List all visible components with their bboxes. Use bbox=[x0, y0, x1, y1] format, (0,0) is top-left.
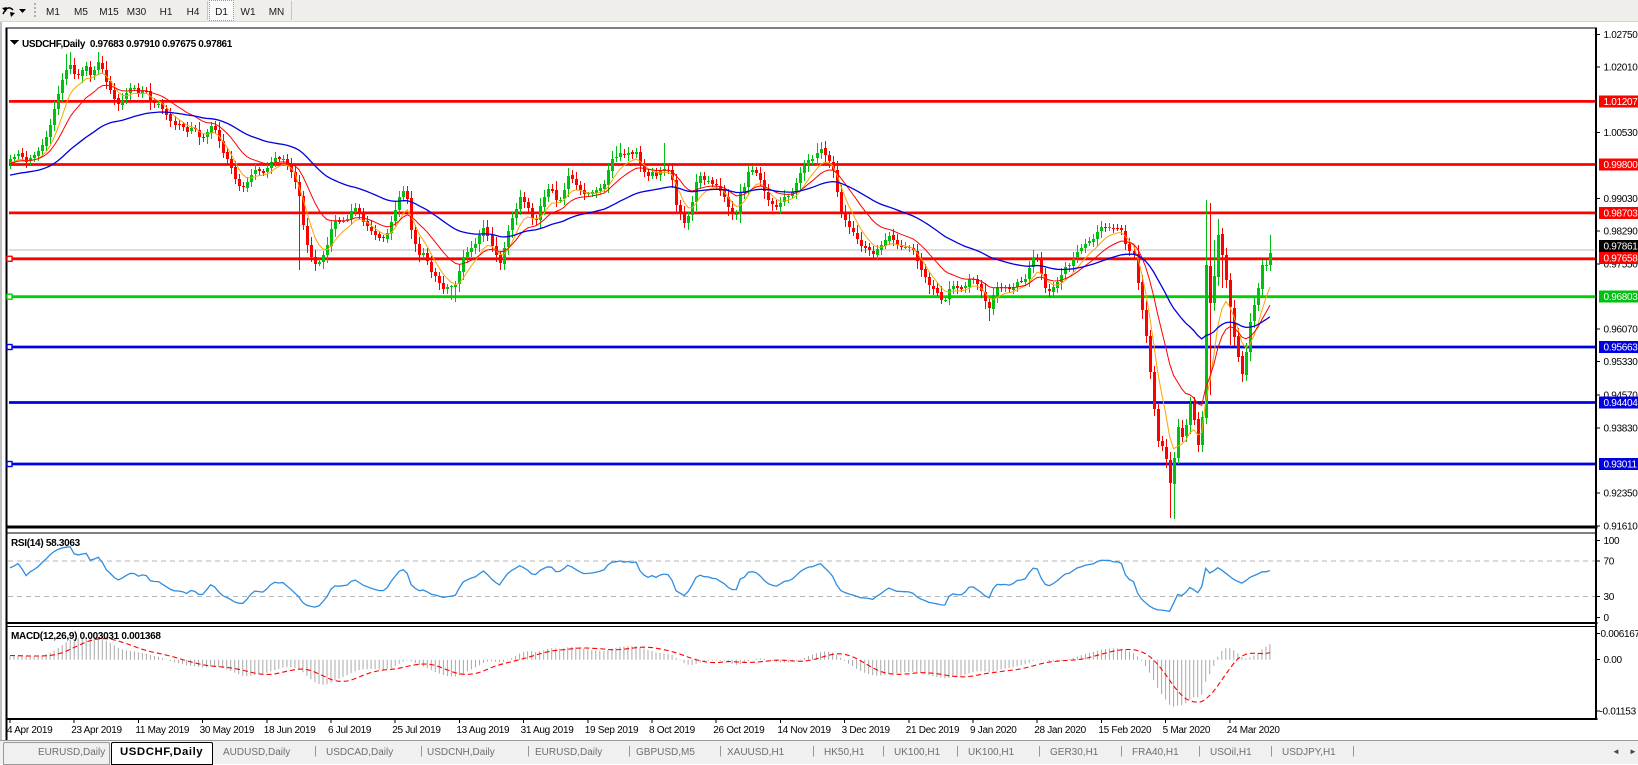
svg-text:M1: M1 bbox=[46, 7, 60, 18]
svg-text:31 Aug 2019: 31 Aug 2019 bbox=[521, 725, 575, 736]
svg-text:14 Nov 2019: 14 Nov 2019 bbox=[777, 725, 831, 736]
svg-text:30: 30 bbox=[1604, 592, 1615, 603]
svg-text:6 Jul 2019: 6 Jul 2019 bbox=[328, 725, 372, 736]
svg-text:0.00: 0.00 bbox=[1604, 655, 1623, 666]
svg-text:26 Oct 2019: 26 Oct 2019 bbox=[713, 725, 765, 736]
svg-text:D1: D1 bbox=[215, 7, 228, 18]
svg-text:1.02010: 1.02010 bbox=[1604, 63, 1638, 74]
svg-text:9 Jan 2020: 9 Jan 2020 bbox=[970, 725, 1017, 736]
svg-text:-0.01153: -0.01153 bbox=[1600, 707, 1637, 718]
svg-text:4 Apr 2019: 4 Apr 2019 bbox=[7, 725, 53, 736]
svg-text:0: 0 bbox=[1604, 613, 1610, 624]
svg-text:18 Jun 2019: 18 Jun 2019 bbox=[264, 725, 316, 736]
svg-text:M30: M30 bbox=[127, 7, 147, 18]
svg-text:30 May 2019: 30 May 2019 bbox=[200, 725, 255, 736]
svg-text:MN: MN bbox=[269, 7, 285, 18]
svg-text:0.006167: 0.006167 bbox=[1601, 629, 1638, 640]
svg-text:1.02750: 1.02750 bbox=[1604, 30, 1638, 41]
svg-text:M5: M5 bbox=[74, 7, 88, 18]
svg-text:M15: M15 bbox=[99, 7, 119, 18]
svg-text:100: 100 bbox=[1604, 536, 1621, 547]
svg-text:1.01207: 1.01207 bbox=[1604, 97, 1638, 108]
svg-text:H1: H1 bbox=[160, 7, 173, 18]
svg-text:70: 70 bbox=[1604, 557, 1615, 568]
svg-text:8 Oct 2019: 8 Oct 2019 bbox=[649, 725, 696, 736]
svg-text:0.95330: 0.95330 bbox=[1604, 357, 1638, 368]
svg-text:3 Dec 2019: 3 Dec 2019 bbox=[842, 725, 891, 736]
svg-text:0.96803: 0.96803 bbox=[1604, 292, 1638, 303]
svg-text:0.99030: 0.99030 bbox=[1604, 194, 1638, 205]
svg-text:RSI(14) 58.3063: RSI(14) 58.3063 bbox=[11, 538, 81, 549]
svg-text:0.94404: 0.94404 bbox=[1604, 398, 1638, 409]
svg-text:0.98290: 0.98290 bbox=[1604, 227, 1638, 238]
svg-text:0.95663: 0.95663 bbox=[1604, 343, 1638, 354]
svg-text:15 Feb 2020: 15 Feb 2020 bbox=[1098, 725, 1152, 736]
svg-text:W1: W1 bbox=[241, 7, 256, 18]
svg-text:USDCHF,Daily 0.97683 0.97910: USDCHF,Daily 0.97683 0.97910 0.97675 0.9… bbox=[22, 39, 233, 50]
svg-text:H4: H4 bbox=[187, 7, 200, 18]
svg-text:0.97658: 0.97658 bbox=[1604, 253, 1638, 264]
svg-text:0.93830: 0.93830 bbox=[1604, 423, 1638, 434]
svg-text:5 Mar 2020: 5 Mar 2020 bbox=[1163, 725, 1211, 736]
svg-text:0.93011: 0.93011 bbox=[1604, 460, 1638, 471]
svg-text:23 Apr 2019: 23 Apr 2019 bbox=[71, 725, 122, 736]
svg-text:0.99800: 0.99800 bbox=[1604, 160, 1638, 171]
svg-text:0.92350: 0.92350 bbox=[1604, 489, 1638, 500]
svg-text:0.98703: 0.98703 bbox=[1604, 208, 1638, 219]
svg-text:25 Jul 2019: 25 Jul 2019 bbox=[392, 725, 441, 736]
svg-text:28 Jan 2020: 28 Jan 2020 bbox=[1034, 725, 1086, 736]
svg-text:24 Mar 2020: 24 Mar 2020 bbox=[1227, 725, 1281, 736]
svg-text:13 Aug 2019: 13 Aug 2019 bbox=[456, 725, 510, 736]
svg-text:21 Dec 2019: 21 Dec 2019 bbox=[906, 725, 960, 736]
svg-text:0.91610: 0.91610 bbox=[1604, 521, 1638, 532]
svg-text:0.96070: 0.96070 bbox=[1604, 325, 1638, 336]
svg-text:1.00530: 1.00530 bbox=[1604, 128, 1638, 139]
svg-text:0.97861: 0.97861 bbox=[1604, 241, 1638, 252]
svg-text:MACD(12,26,9) 0.003031 0.00136: MACD(12,26,9) 0.003031 0.001368 bbox=[11, 631, 161, 642]
svg-text:19 Sep 2019: 19 Sep 2019 bbox=[585, 725, 639, 736]
svg-text:11 May 2019: 11 May 2019 bbox=[135, 725, 190, 736]
